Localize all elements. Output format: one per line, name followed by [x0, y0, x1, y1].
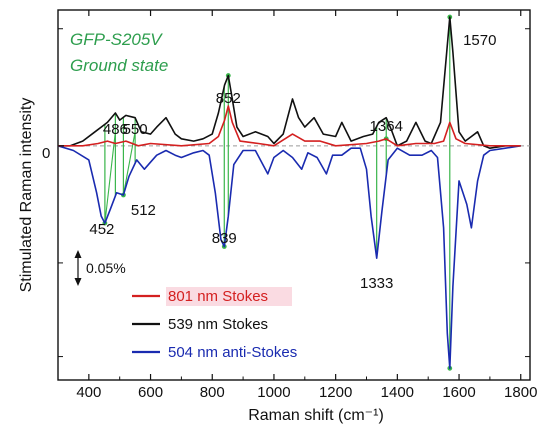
series-group: [57, 16, 521, 370]
x-tick-label: 1400: [381, 384, 414, 401]
peak-label-1570: 1570: [463, 32, 496, 49]
state-label: Ground state: [70, 56, 168, 75]
peak-connector-diag: [104, 131, 116, 224]
peak-label-550: 550: [123, 121, 148, 138]
x-tick-label: 1200: [319, 384, 352, 401]
y-axis-label: Stimulated Raman intensity: [18, 98, 35, 293]
legend: 801 nm Stokes 539 nm Stokes 504 nm anti-St…: [132, 287, 297, 361]
y-zero-label: 0: [42, 145, 50, 162]
peak-label-486: 486: [103, 121, 128, 138]
axis-ticks: 400 600 800 1000 1200 1400 1600 1800: [58, 10, 537, 401]
x-tick-label: 1000: [257, 384, 290, 401]
peak-label-839: 839: [212, 230, 237, 247]
plot-border: [57, 9, 531, 381]
scale-bar: 0.05%: [74, 250, 126, 286]
plot-frame: [57, 9, 531, 381]
peak-label-852: 852: [216, 90, 241, 107]
peak-label-512: 512: [131, 202, 156, 219]
x-tick-label: 1600: [442, 384, 475, 401]
legend-label: 539 nm Stokes: [168, 316, 268, 333]
series-line-801-nm-stokes: [58, 105, 521, 147]
x-tick-label: 600: [138, 384, 163, 401]
x-tick-label: 400: [76, 384, 101, 401]
peak-connector-diag: [122, 131, 136, 196]
series-line-539-nm-stokes: [58, 16, 521, 149]
x-tick-label: 1800: [504, 384, 537, 401]
x-axis-label: Raman shift (cm⁻¹): [248, 407, 384, 424]
sample-label: GFP-S205V: [70, 30, 163, 49]
x-tick-label: 800: [200, 384, 225, 401]
peak-label-1333: 1333: [360, 275, 393, 292]
peak-label-1364: 1364: [370, 118, 403, 135]
legend-label: 504 nm anti-Stokes: [168, 344, 297, 361]
legend-highlight: [166, 287, 292, 306]
peak-label-452: 452: [89, 221, 114, 238]
legend-label: 801 nm Stokes: [168, 288, 268, 305]
scale-bar-label: 0.05%: [86, 260, 126, 276]
series-line-504-nm-anti-stokes: [57, 145, 521, 370]
